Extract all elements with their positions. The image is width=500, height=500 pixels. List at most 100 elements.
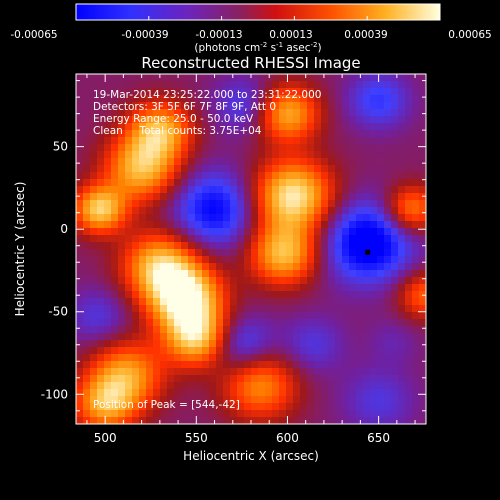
heatmap-cell [370,74,378,82]
heatmap-cell [237,326,245,334]
heatmap-cell [132,137,140,145]
heatmap-cell [160,382,168,390]
heatmap-cell [356,158,364,166]
heatmap-cell [188,144,196,152]
heatmap-cell [83,270,91,278]
heatmap-cell [335,193,343,201]
heatmap-cell [377,319,385,327]
heatmap-cell [293,123,301,131]
heatmap-cell [398,137,406,145]
heatmap-cell [125,340,133,348]
heatmap-cell [76,151,84,159]
heatmap-cell [384,144,392,152]
heatmap-cell [244,242,252,250]
heatmap-cell [286,102,294,110]
heatmap-cell [104,382,112,390]
heatmap-cell [349,403,357,411]
heatmap-cell [104,410,112,418]
heatmap-cell [335,403,343,411]
heatmap-cell [412,144,420,152]
heatmap-cell [139,172,147,180]
heatmap-cell [181,95,189,103]
heatmap-cell [363,347,371,355]
heatmap-cell [223,319,231,327]
heatmap-cell [356,284,364,292]
heatmap-cell [104,102,112,110]
heatmap-cell [370,228,378,236]
heatmap-cell [223,326,231,334]
heatmap-cell [293,137,301,145]
heatmap-cell [279,389,287,397]
heatmap-cell [237,158,245,166]
heatmap-cell [279,158,287,166]
heatmap-cell [153,305,161,313]
heatmap-cell [202,354,210,362]
heatmap-cell [279,277,287,285]
heatmap-cell [321,102,329,110]
heatmap-cell [160,263,168,271]
heatmap-cell [111,165,119,173]
heatmap-cell [405,158,413,166]
heatmap-cell [202,382,210,390]
heatmap-cell [167,249,175,257]
heatmap-cell [202,165,210,173]
heatmap-cell [125,81,133,89]
heatmap-cell [118,74,126,82]
heatmap-cell [300,207,308,215]
heatmap-cell [209,200,217,208]
heatmap-cell [125,368,133,376]
heatmap-cell [272,116,280,124]
heatmap-cell [328,361,336,369]
heatmap-cell [132,74,140,82]
heatmap-cell [223,249,231,257]
heatmap-cell [125,193,133,201]
heatmap-cell [342,326,350,334]
heatmap-cell [293,200,301,208]
heatmap-cell [104,109,112,117]
heatmap-cell [321,179,329,187]
heatmap-cell [391,382,399,390]
heatmap-cell [230,102,238,110]
heatmap-cell [342,81,350,89]
heatmap-cell [104,200,112,208]
heatmap-cell [398,277,406,285]
heatmap-cell [419,109,426,117]
heatmap-cell [300,165,308,173]
heatmap-cell [188,382,196,390]
heatmap-cell [153,109,161,117]
heatmap-cell [188,81,196,89]
heatmap-cell [181,375,189,383]
heatmap-cell [181,81,189,89]
heatmap-cell [314,214,322,222]
heatmap-cell [279,144,287,152]
heatmap-cell [279,249,287,257]
heatmap-cell [111,179,119,187]
heatmap-cell [265,347,273,355]
heatmap-cell [153,144,161,152]
heatmap-cell [76,403,84,411]
heatmap-cell [307,277,315,285]
heatmap-cell [272,305,280,313]
heatmap-cell [307,151,315,159]
heatmap-cell [314,88,322,96]
heatmap-cell [125,172,133,180]
heatmap-cell [265,326,273,334]
heatmap-cell [216,340,224,348]
heatmap-cell [209,74,217,82]
heatmap-cell [258,389,266,397]
heatmap-cell [139,228,147,236]
y-tick-label-neg100: -100 [41,387,68,401]
heatmap-cell [195,270,203,278]
heatmap-cell [405,354,413,362]
heatmap-cell [377,186,385,194]
heatmap-cell [125,165,133,173]
heatmap-cell [195,172,203,180]
heatmap-cell [251,102,259,110]
heatmap-cell [118,88,126,96]
heatmap-cell [237,291,245,299]
heatmap-cell [272,74,280,82]
heatmap-cell [293,74,301,82]
heatmap-cell [237,375,245,383]
heatmap-cell [314,235,322,243]
heatmap-cell [237,417,245,424]
